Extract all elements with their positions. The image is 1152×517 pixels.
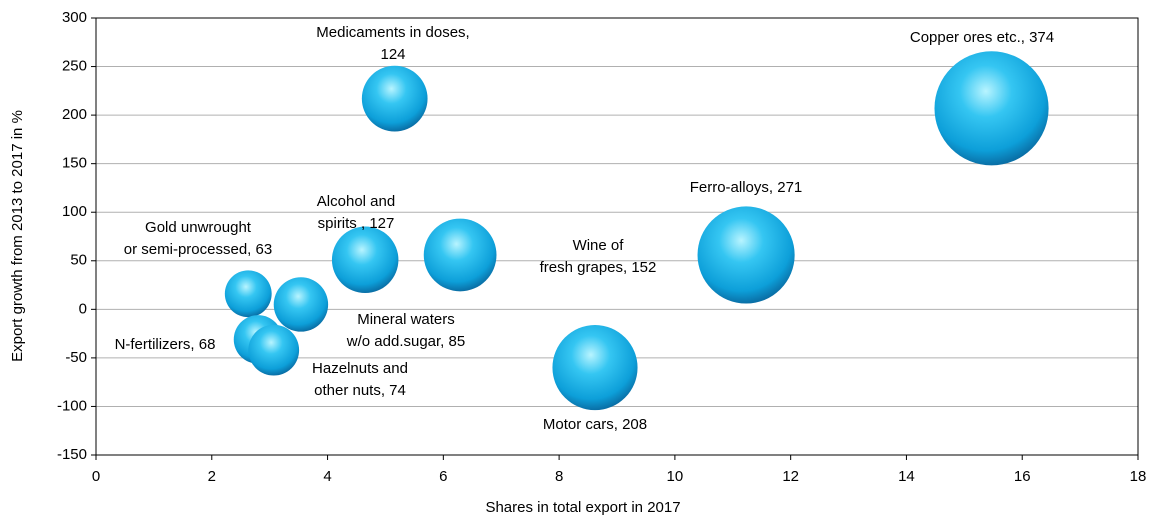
bubble — [697, 206, 795, 304]
bubble — [423, 218, 497, 292]
y-tick-label: 50 — [70, 252, 87, 269]
bubble-label: Alcohol and spirits , 127 — [317, 193, 395, 232]
bubble-label: Wine of fresh grapes, 152 — [540, 237, 657, 276]
x-tick-label: 4 — [323, 468, 331, 485]
x-tick-label: 6 — [439, 468, 447, 485]
x-tick-label: 10 — [667, 468, 684, 485]
y-tick-label: 200 — [62, 106, 87, 123]
y-tick-label: 300 — [62, 9, 87, 26]
y-axis-label: Export growth from 2013 to 2017 in % — [9, 110, 26, 362]
x-tick-label: 14 — [898, 468, 915, 485]
bubble — [273, 277, 329, 332]
bubble — [361, 65, 428, 132]
bubble-label: N-fertilizers, 68 — [115, 336, 216, 353]
bubble-label: Copper ores etc., 374 — [910, 29, 1054, 46]
x-tick-label: 18 — [1130, 468, 1147, 485]
y-tick-label: 250 — [62, 58, 87, 75]
y-tick-label: -150 — [57, 446, 87, 463]
bubble — [552, 325, 638, 411]
x-tick-label: 16 — [1014, 468, 1031, 485]
bubble-label: Ferro-alloys, 271 — [690, 179, 803, 196]
bubble-label: Medicaments in doses, 124 — [316, 24, 469, 63]
bubble-label: Mineral waters w/o add.sugar, 85 — [346, 311, 465, 350]
bubble — [331, 226, 399, 294]
plot-frame — [95, 17, 1139, 456]
y-tick-label: -100 — [57, 397, 87, 414]
bubble — [934, 51, 1049, 166]
x-tick-label: 12 — [782, 468, 799, 485]
y-tick-label: 0 — [79, 300, 87, 317]
x-axis-label: Shares in total export in 2017 — [485, 499, 680, 516]
bubble-label: Hazelnuts and other nuts, 74 — [312, 360, 408, 399]
x-tick-label: 2 — [208, 468, 216, 485]
bubble — [224, 270, 272, 318]
bubble-label: Gold unwrought or semi-processed, 63 — [124, 219, 272, 258]
bubble-label: Motor cars, 208 — [543, 416, 647, 433]
x-tick-label: 8 — [555, 468, 563, 485]
x-tick-label: 0 — [92, 468, 100, 485]
y-tick-label: -50 — [65, 349, 87, 366]
y-tick-label: 100 — [62, 203, 87, 220]
bubble — [248, 324, 300, 376]
y-tick-label: 150 — [62, 155, 87, 172]
